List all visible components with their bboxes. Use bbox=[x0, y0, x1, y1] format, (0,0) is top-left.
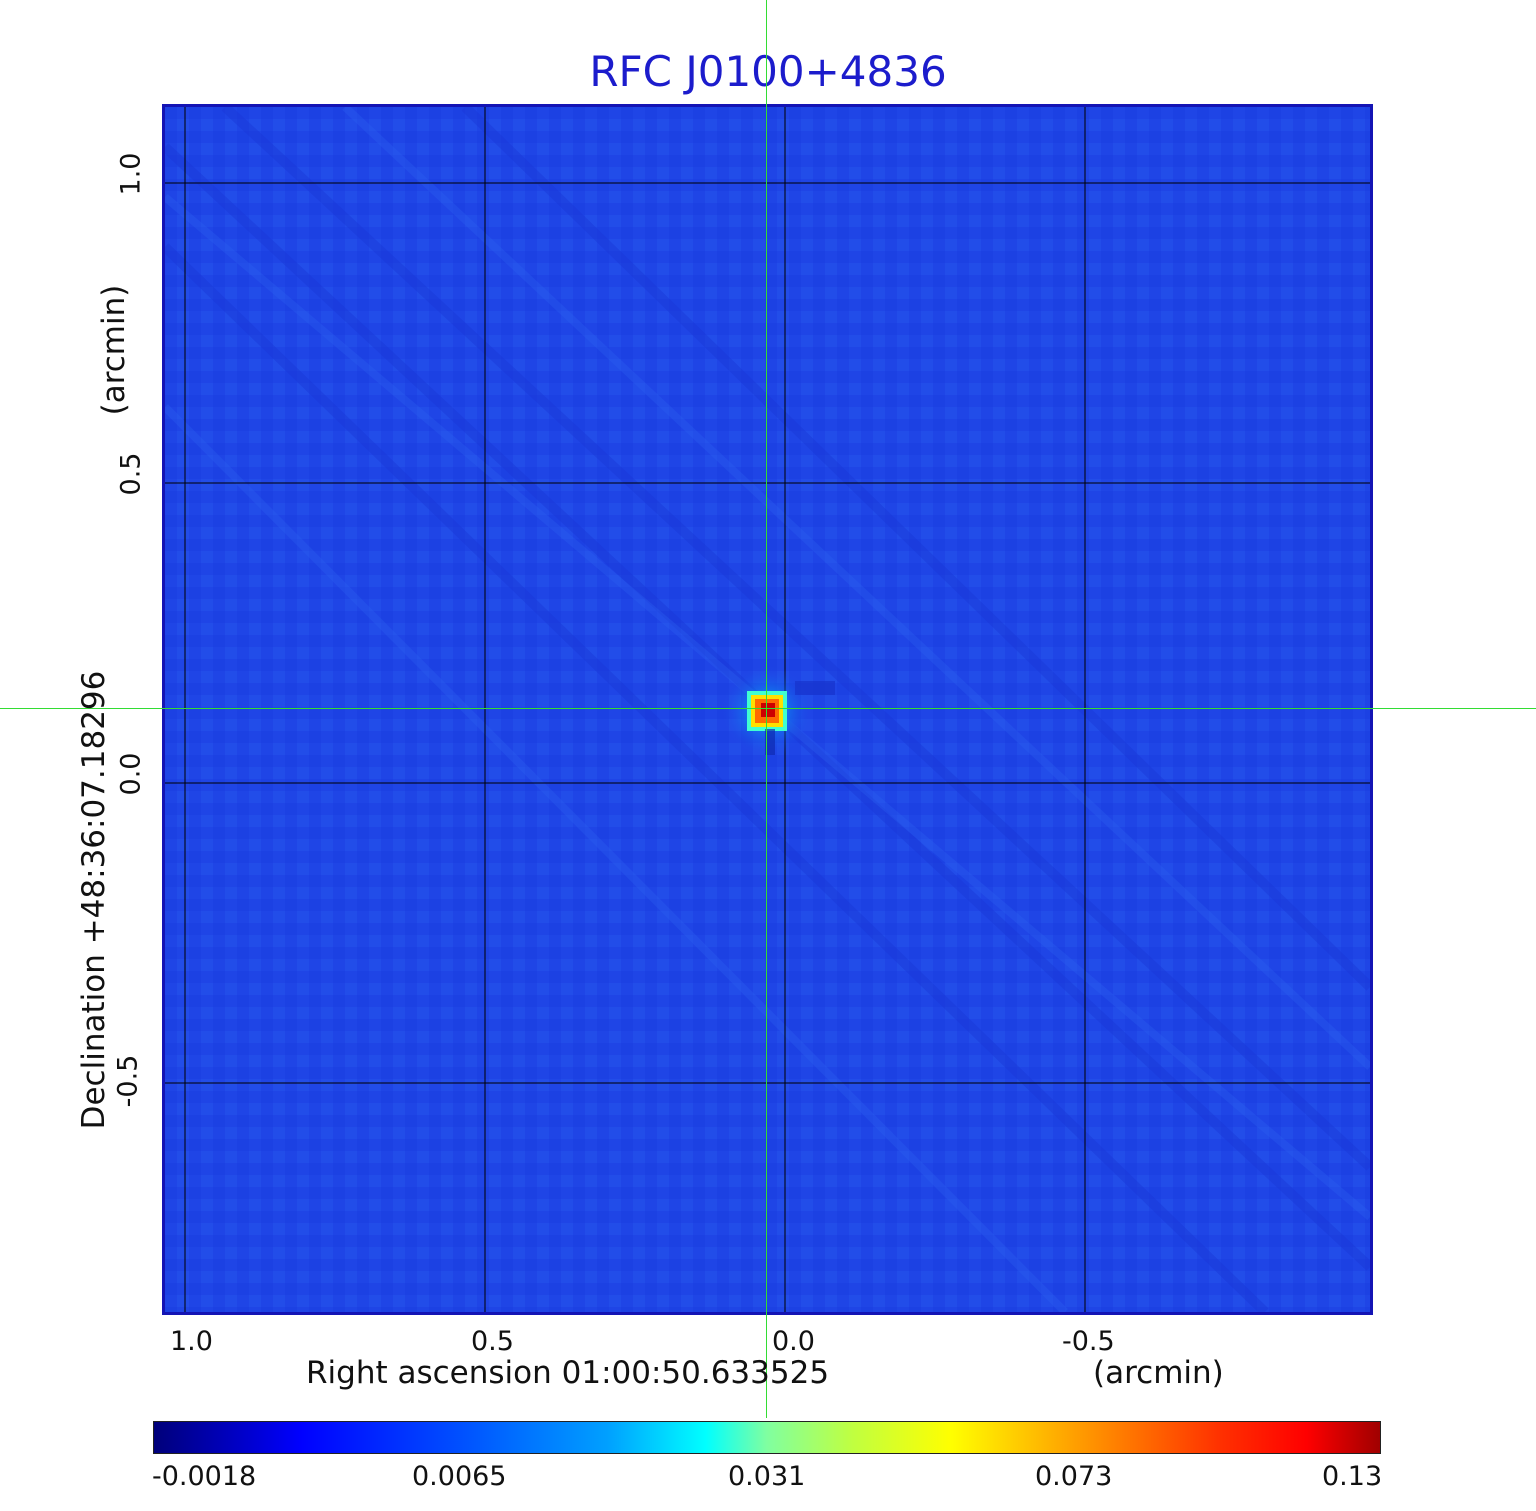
x-tick-label: 0.0 bbox=[772, 1326, 815, 1357]
x-tick-label: 0.5 bbox=[471, 1326, 514, 1357]
sky-map-image bbox=[165, 107, 1370, 1312]
x-axis-label: Right ascension 01:00:50.633525 bbox=[306, 1355, 830, 1391]
y-axis-unit: (arcmin) bbox=[96, 284, 132, 416]
colorbar bbox=[153, 1421, 1381, 1454]
sidelobe-streaks bbox=[165, 107, 1370, 1312]
colorbar-label: 0.0065 bbox=[412, 1461, 507, 1492]
colorbar-label: -0.0018 bbox=[152, 1461, 257, 1492]
crosshair-vertical bbox=[766, 0, 767, 1418]
page-title: RFC J0100+4836 bbox=[589, 47, 947, 96]
y-axis-label: Declination +48:36:07.18296 bbox=[76, 670, 112, 1130]
x-axis-unit: (arcmin) bbox=[1093, 1355, 1224, 1391]
crosshair-horizontal bbox=[0, 708, 1536, 709]
sky-map[interactable] bbox=[162, 104, 1373, 1315]
y-tick-label: 0.0 bbox=[115, 752, 147, 796]
x-tick-label: 1.0 bbox=[170, 1326, 213, 1357]
colorbar-label: 0.073 bbox=[1035, 1461, 1113, 1492]
colorbar-label: 0.031 bbox=[728, 1461, 806, 1492]
y-axis-unit-wrap: (arcmin) bbox=[95, 50, 135, 650]
colorbar-label: 0.13 bbox=[1322, 1461, 1383, 1492]
x-tick-label: -0.5 bbox=[1062, 1326, 1115, 1357]
y-tick-label: -0.5 bbox=[112, 1054, 144, 1108]
point-source-icon bbox=[721, 665, 835, 757]
